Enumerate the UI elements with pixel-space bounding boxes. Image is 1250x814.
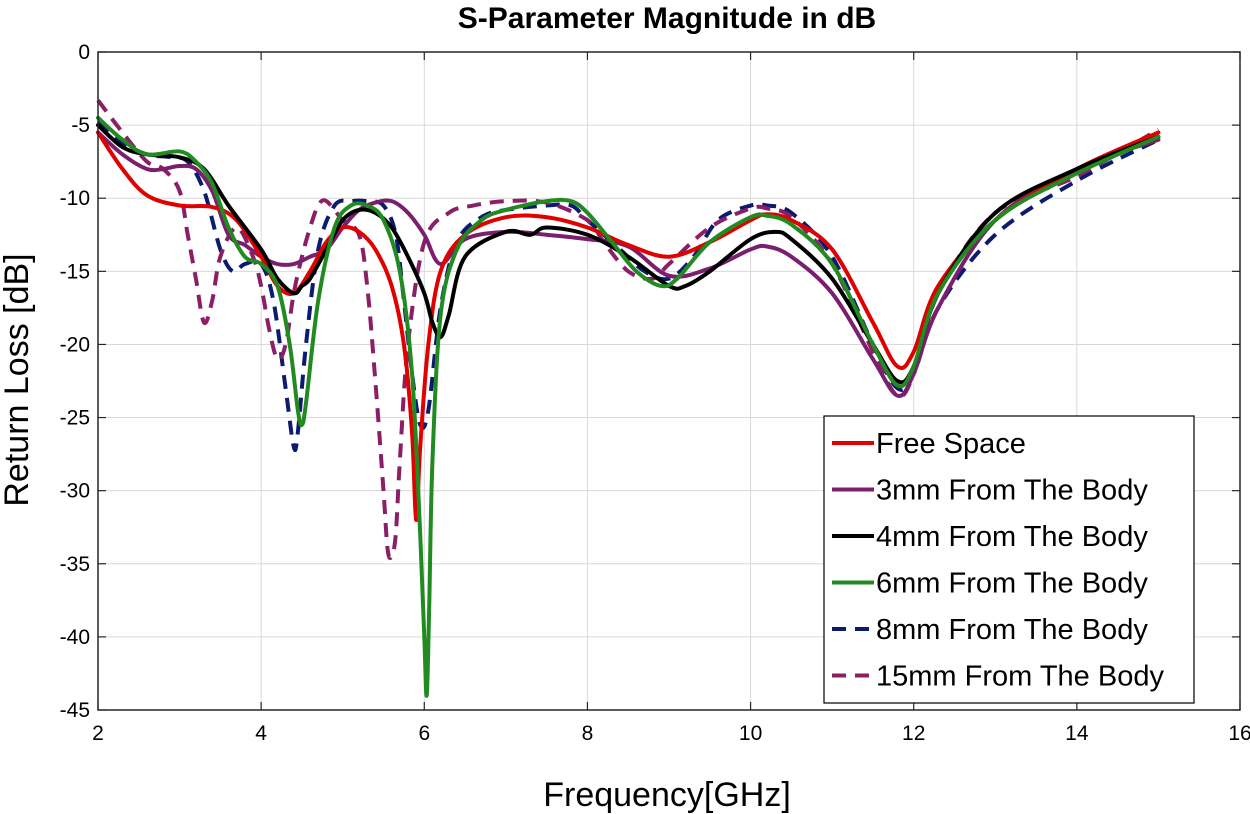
legend-label: 6mm From The Body [876, 568, 1148, 600]
legend-label: 15mm From The Body [876, 661, 1164, 693]
series-line-8mm-from-the-body [96, 120, 1160, 452]
x-tick-label: 16 [1228, 722, 1250, 745]
y-tick-label: -30 [60, 480, 90, 503]
y-tick-label: -20 [60, 333, 90, 356]
x-tick-label: 4 [255, 722, 267, 745]
y-tick-label: -40 [60, 626, 90, 649]
series-line-3mm-from-the-body [96, 130, 1161, 398]
y-tick-label: -35 [60, 553, 90, 576]
series-line-15mm-from-the-body [96, 99, 1160, 561]
x-tick-label: 12 [902, 722, 925, 745]
legend-box [823, 415, 1195, 704]
y-tick-label: -15 [60, 260, 90, 283]
legend-label: Free Space [876, 428, 1026, 460]
x-tick-label: 8 [582, 722, 594, 745]
y-tick-label: -10 [60, 187, 90, 210]
y-tick-label: -25 [60, 407, 90, 430]
x-tick-label: 6 [418, 722, 430, 745]
x-axis-label: Frequency[GHz] [543, 776, 791, 814]
x-tick-label: 14 [1065, 722, 1089, 745]
series-line-6mm-from-the-body [96, 115, 1161, 698]
y-tick-label: 0 [78, 41, 90, 64]
y-tick-label: -5 [71, 114, 90, 137]
chart-title: S-Parameter Magnitude in dB [458, 2, 876, 35]
legend-label: 4mm From The Body [876, 521, 1148, 553]
y-axis-label: Return Loss [dB] [0, 253, 36, 506]
x-tick-label: 2 [92, 722, 104, 745]
legend-label: 8mm From The Body [876, 614, 1148, 646]
y-tick-label: -45 [60, 699, 90, 722]
plot-border [97, 51, 1241, 711]
series-lines [96, 99, 1161, 698]
x-tick-label: 10 [739, 722, 762, 745]
legend-label: 3mm From The Body [876, 475, 1148, 507]
legend: Free Space 3mm From The Body 4mm From The … [823, 415, 1195, 704]
